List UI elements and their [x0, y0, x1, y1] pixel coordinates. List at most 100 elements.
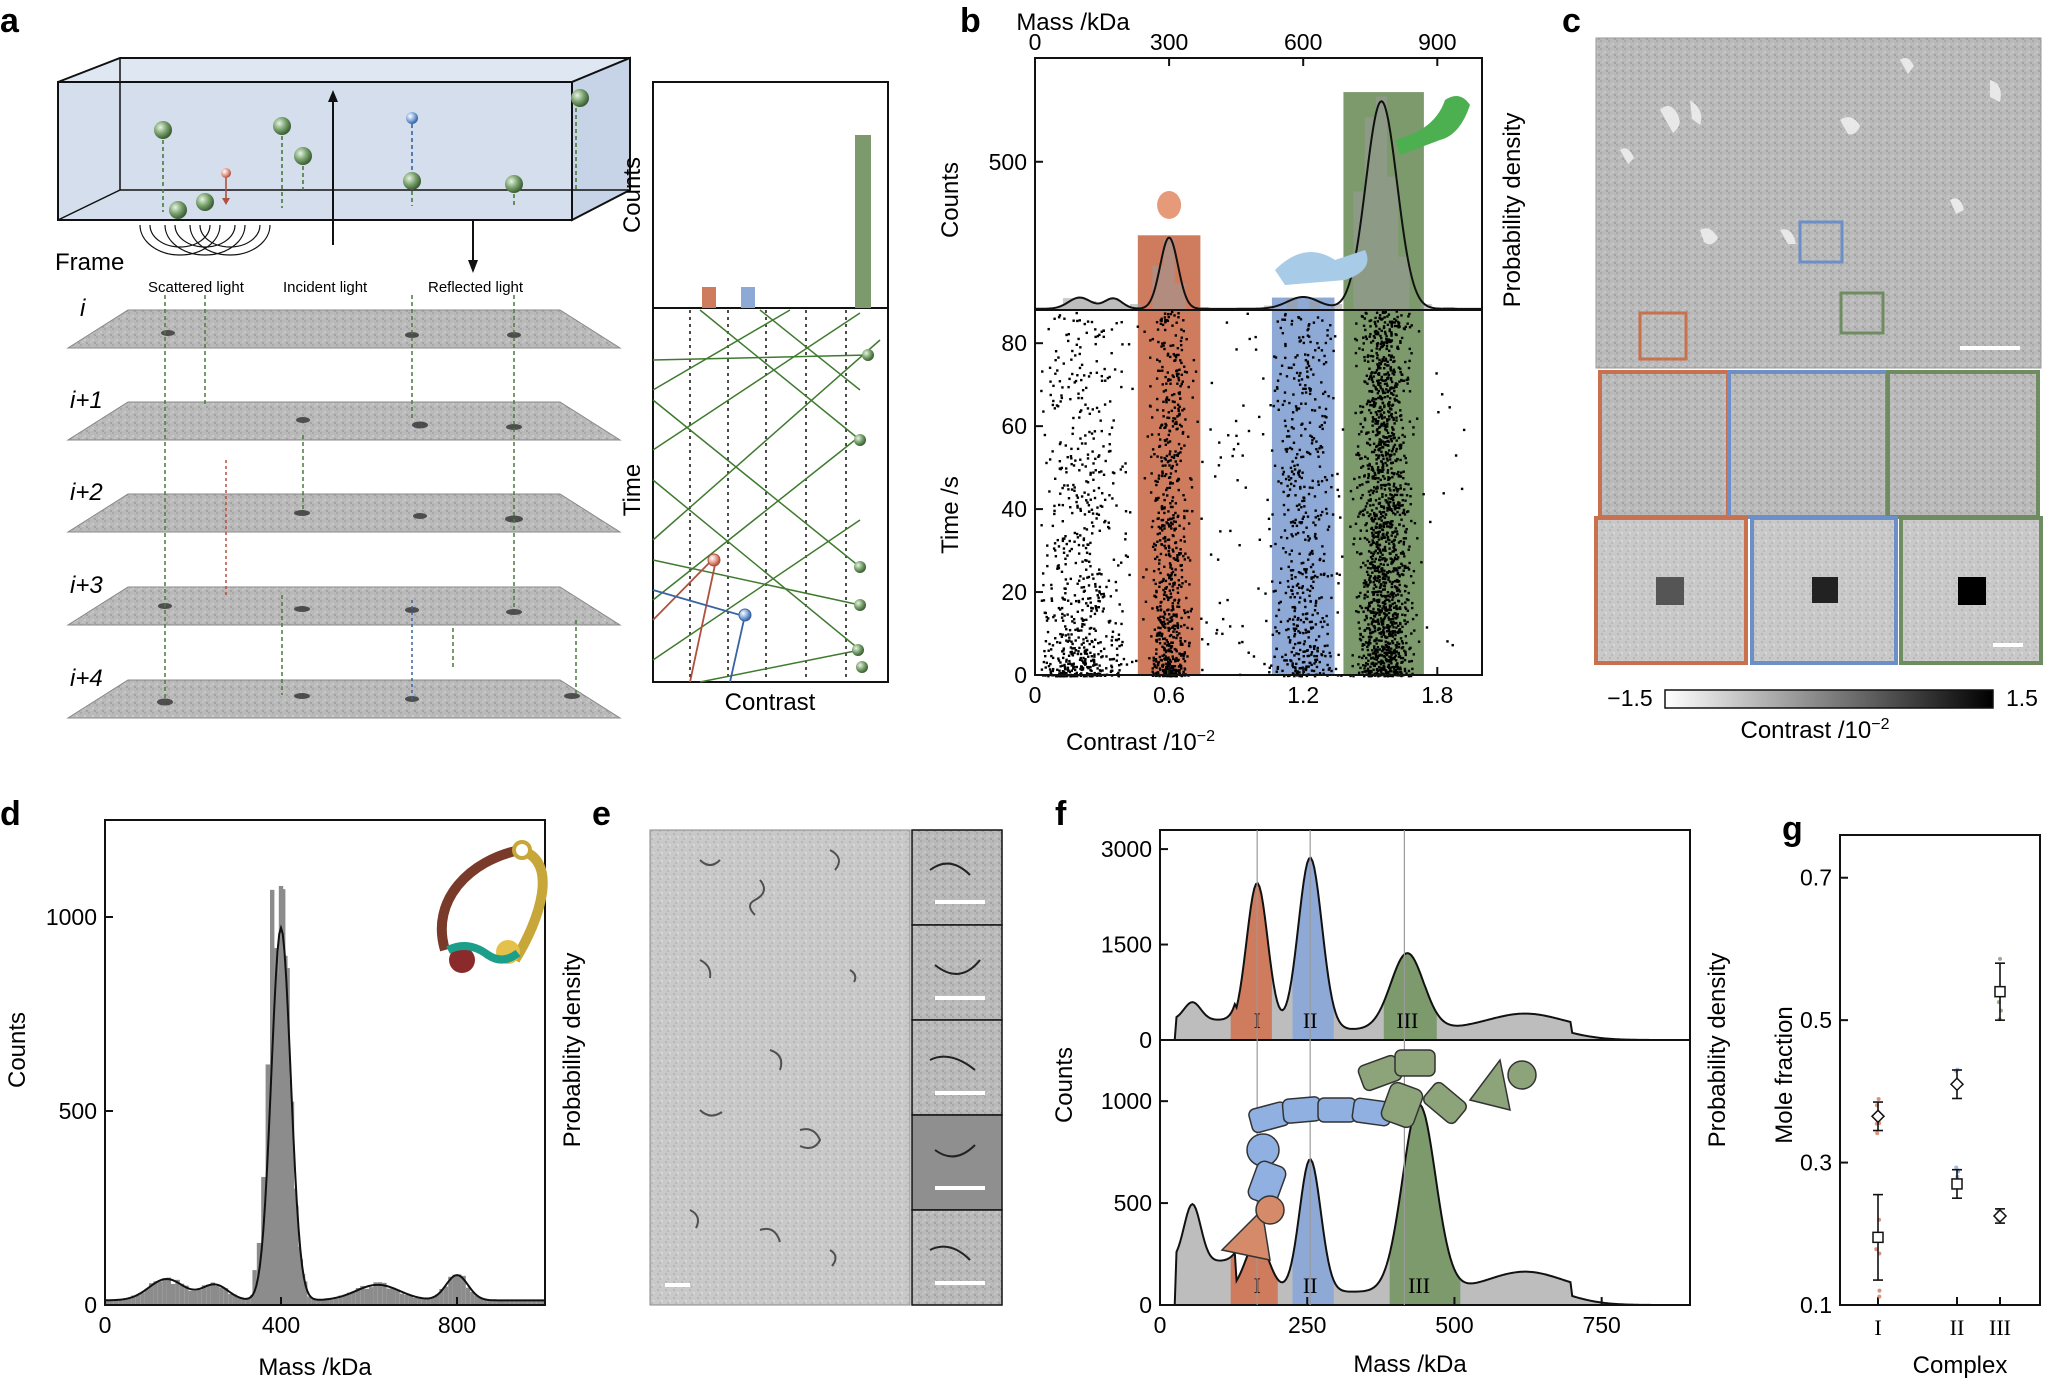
d-hist-bar [377, 1282, 383, 1305]
b-scatter-point [1325, 614, 1328, 618]
b-scatter-point [1396, 315, 1399, 319]
b-scatter-point [1373, 639, 1376, 643]
b-scatter-point [1399, 493, 1403, 497]
b-scatter-point [1323, 354, 1326, 358]
b-scatter-point [1383, 404, 1386, 407]
b-scatter-point [1161, 369, 1164, 372]
b-scatter-point [1112, 558, 1116, 561]
b-scatter-point [1373, 645, 1376, 648]
b-scatter-point [1170, 310, 1174, 314]
b-scatter-point [1176, 556, 1179, 559]
b-scatter-point [1089, 473, 1092, 476]
b-scatter-point [1398, 573, 1401, 577]
b-scatter-point [1177, 372, 1180, 376]
b-scatter-point [1376, 531, 1379, 534]
b-scatter-point [1182, 527, 1186, 530]
b-scatter-point [1390, 509, 1394, 513]
b-scatter-point [1068, 539, 1071, 543]
b-scatter-point [1072, 416, 1075, 420]
b-scatter-point [1275, 670, 1278, 673]
b-scatter-point [1306, 588, 1309, 591]
f-top-band-III [1383, 953, 1437, 1040]
b-scatter-point [1395, 578, 1399, 582]
b-scatter-point [1302, 496, 1305, 499]
b-scatter-point [1381, 553, 1384, 557]
b-scatter-point [1370, 662, 1373, 665]
b-scatter-point [1377, 674, 1380, 678]
b-scatter-point [1157, 616, 1160, 620]
b-scatter-point [1412, 569, 1416, 573]
b-scatter-point [1190, 607, 1193, 611]
b-scatter-point [1289, 521, 1293, 524]
b-scatter-point [1379, 387, 1383, 390]
b-scatter-point [1385, 657, 1388, 661]
b-scatter-point [1319, 444, 1322, 448]
b-scatter-point [1410, 659, 1414, 663]
b-scatter-point [1225, 321, 1229, 324]
b-scatter-point [1388, 435, 1391, 438]
b-scatter-point [1299, 596, 1302, 599]
b-scatter-point [1386, 471, 1389, 474]
b-scatter-point [1373, 514, 1377, 518]
b-scatter-point [1382, 563, 1385, 566]
b-scatter-point [1289, 446, 1292, 450]
b-scatter-point [1149, 356, 1152, 359]
d-hist-bar [373, 1282, 378, 1305]
b-scatter-point [1156, 455, 1159, 458]
b-scatter-point [1412, 433, 1415, 436]
b-scatter-point [1178, 423, 1182, 427]
b-scatter-point [1142, 576, 1145, 579]
b-scatter-point [1168, 562, 1172, 565]
b-scatter-point [1371, 564, 1375, 567]
b-scatter-point [1401, 426, 1405, 430]
b-scatter-point [1062, 672, 1065, 675]
b-scatter-point [1379, 439, 1383, 442]
b-scatter-point [1309, 600, 1312, 603]
b-scatter-point [1163, 537, 1167, 540]
b-scatter-point [1162, 537, 1165, 540]
b-scatter-point [1136, 325, 1140, 328]
b-scatter-point [1405, 672, 1408, 675]
schematic-bar-green [855, 135, 871, 308]
d-hist-bar [338, 1295, 343, 1305]
b-scatter-point [1073, 621, 1076, 625]
b-scatter-point [1160, 632, 1164, 636]
b-scatter-point [1355, 322, 1358, 325]
b-scatter-point [1053, 407, 1057, 410]
b-scatter-point [1152, 672, 1155, 675]
b-scatter-point [1366, 641, 1369, 645]
b-scatter-point [1095, 512, 1099, 516]
b-scatter-point [1170, 577, 1173, 581]
b-scatter-point [1166, 657, 1169, 660]
b-scatter-point [1174, 359, 1177, 362]
b-scatter-point [1317, 518, 1321, 521]
b-scatter-point [1392, 542, 1395, 546]
b-scatter-point [1388, 418, 1391, 421]
b-scatter-point [1384, 640, 1387, 643]
b-scatter-point [1369, 631, 1373, 634]
b-scatter-point [1369, 574, 1372, 578]
b-scatter-point [1081, 463, 1084, 466]
c-zoom-green [1886, 370, 2040, 519]
b-scatter-point [1371, 397, 1375, 400]
b-scatter-point [1303, 353, 1307, 356]
b-scatter-point [1388, 625, 1392, 628]
b-scatter-point [1300, 455, 1303, 459]
b-scatter-point [1174, 520, 1177, 524]
b-scatter-point [1361, 648, 1364, 651]
b-scatter-point [1303, 598, 1307, 601]
b-scatter-point [1395, 587, 1398, 590]
d-hist-bar [479, 1297, 484, 1305]
b-scatter-point [1373, 560, 1376, 563]
b-scatter-point [1370, 543, 1373, 546]
b-scatter-point [1404, 325, 1407, 329]
b-scatter-point [1369, 403, 1372, 407]
b-scatter-point [1050, 599, 1054, 602]
b-scatter-point [1395, 530, 1399, 533]
b-scatter-point [1169, 482, 1172, 485]
b-scatter-point [1399, 471, 1403, 474]
b-scatter-point [1180, 575, 1184, 579]
b-scatter-point [1314, 660, 1317, 663]
b-scatter-point [1372, 587, 1375, 590]
b-top-tick-label: 300 [1150, 29, 1188, 55]
